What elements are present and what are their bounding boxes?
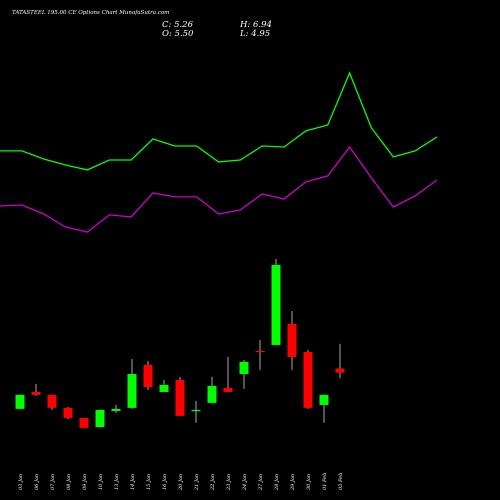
candle-body: [47, 394, 57, 408]
candle-body: [239, 361, 249, 375]
candle-body: [271, 264, 281, 345]
candle-body: [127, 374, 137, 408]
candle-body: [303, 351, 313, 408]
close-label: C: 5.26: [162, 20, 194, 30]
x-tick-label: 14 Jan: [130, 474, 136, 490]
x-tick-label: 15 Jan: [146, 474, 152, 490]
candle-body: [31, 391, 41, 395]
x-tick-label: 21 Jan: [194, 474, 200, 491]
band-line: [0, 145, 438, 233]
x-tick-label: 13 Jan: [114, 474, 120, 490]
x-tick-label: 01 Feb: [322, 473, 328, 490]
x-tick-label: 23 Jan: [226, 474, 232, 491]
candle-body: [159, 384, 169, 392]
candle-body: [95, 409, 105, 428]
open-label: O: 5.50: [162, 29, 194, 39]
x-tick-label: 03 Jan: [18, 474, 24, 490]
x-tick-label: 22 Jan: [210, 474, 216, 491]
candle-body: [15, 394, 25, 409]
low-label: L: 4.95: [239, 29, 270, 39]
x-tick-label: 29 Jan: [290, 474, 296, 491]
candle-body: [63, 407, 73, 418]
x-tick-label: 30 Jan: [306, 474, 312, 490]
candle-body: [335, 368, 345, 373]
candle-body: [143, 364, 153, 388]
chart-title: TATASTEEL 195.00 CE Options Chart Munafa…: [12, 10, 169, 16]
x-tick-label: 08 Jan: [66, 474, 72, 490]
x-tick-label: 16 Jan: [162, 474, 168, 490]
band-line: [0, 71, 438, 171]
x-tick-label: 07 Jan: [50, 474, 56, 490]
candle-body: [207, 385, 217, 403]
candle-body: [223, 387, 233, 392]
candle-body: [175, 380, 185, 416]
x-tick-label: 28 Jan: [274, 474, 280, 491]
candle-body: [287, 323, 297, 357]
x-tick-label: 27 Jan: [258, 474, 264, 491]
x-tick-label: 06 Jan: [34, 474, 40, 490]
candle-body: [319, 394, 329, 405]
x-tick-label: 20 Jan: [178, 474, 184, 491]
candle-body: [79, 417, 89, 428]
high-label: H: 6.94: [239, 20, 272, 30]
candle-body: [111, 408, 121, 411]
x-tick-label: 03 Feb: [338, 473, 344, 490]
candle-body: [191, 409, 201, 412]
candle-body: [255, 350, 265, 353]
x-tick-label: 10 Jan: [98, 474, 104, 490]
x-tick-label: 09 Jan: [82, 474, 88, 490]
x-tick-label: 24 Jan: [242, 474, 248, 491]
